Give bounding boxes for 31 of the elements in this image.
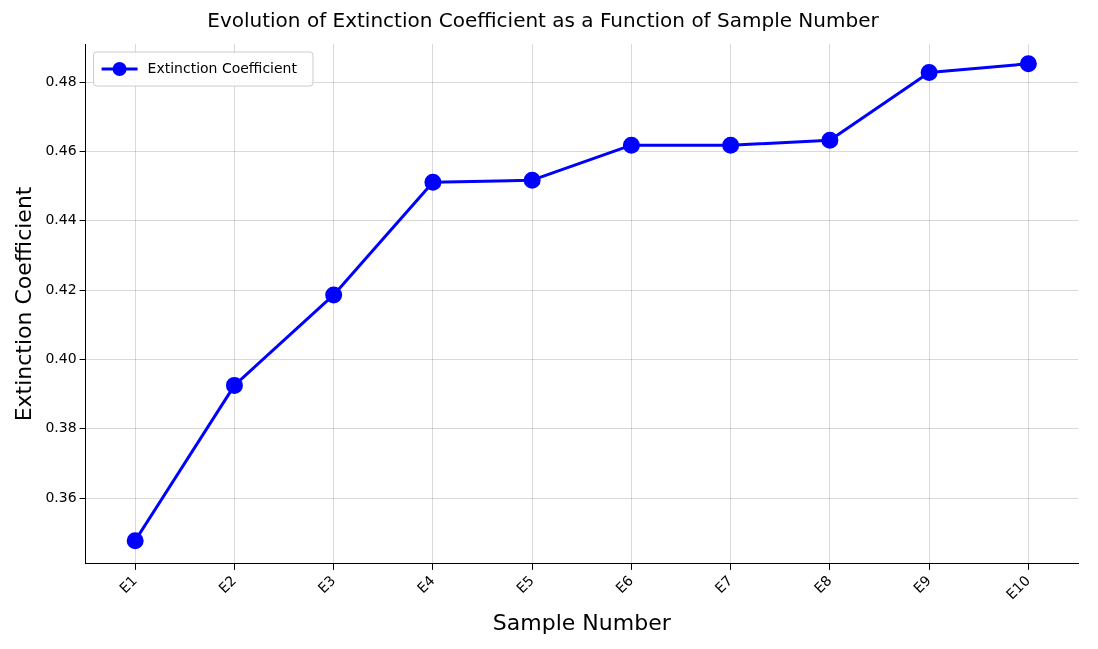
- point: [920, 63, 938, 81]
- y-tick-label: 0.44: [45, 211, 77, 228]
- point: [126, 532, 144, 550]
- x-tick-label: E2: [215, 572, 240, 597]
- x-tick-label: E7: [711, 572, 736, 597]
- chart-title: Evolution of Extinction Coefficient as a Function of Sample Number: [207, 8, 880, 33]
- x-tick-label: E1: [116, 572, 140, 597]
- x-tick-label: E8: [810, 572, 835, 597]
- y-tick-label: 0.38: [45, 419, 77, 436]
- y-tick-label: 0.48: [45, 72, 77, 89]
- point: [622, 136, 640, 154]
- y-tick-label: 0.42: [45, 280, 77, 297]
- point: [821, 131, 839, 149]
- point: [1019, 55, 1037, 73]
- point: [424, 173, 442, 191]
- point: [523, 171, 541, 189]
- x-tick-label: E6: [612, 572, 637, 597]
- point: [225, 376, 243, 394]
- x-tick-label: E4: [413, 572, 438, 597]
- x-tick-label: E10: [1002, 572, 1034, 603]
- x-axis-title: Sample Number: [492, 609, 672, 635]
- y-tick-label: 0.40: [45, 350, 77, 367]
- legend-label: Extinction Coefficient: [147, 59, 298, 76]
- y-axis-title: Extinction Coefficient: [10, 186, 36, 422]
- y-tick-label: 0.36: [45, 488, 77, 505]
- x-tick-label: E3: [314, 572, 339, 597]
- x-tick-label: E9: [909, 572, 934, 597]
- y-tick-label: 0.46: [45, 142, 77, 159]
- x-tick-label: E5: [512, 572, 537, 597]
- point: [325, 286, 343, 304]
- point: [722, 136, 740, 154]
